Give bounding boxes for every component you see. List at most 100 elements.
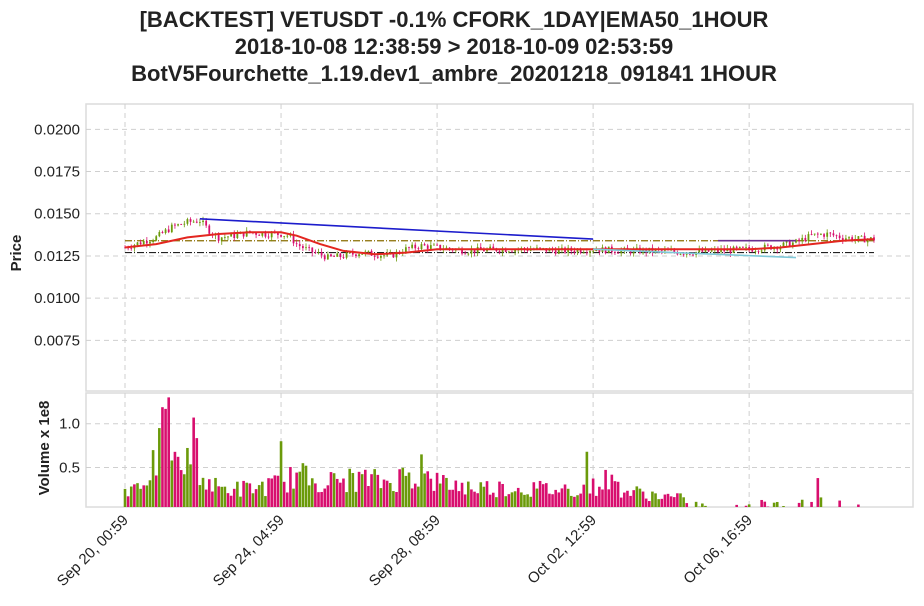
volume-bar [236,481,239,507]
volume-bar [470,489,473,507]
candle-body [373,255,376,257]
candle-body [482,249,485,252]
volume-bar [457,491,461,507]
candle-body [380,255,382,258]
x-tick-label: Sep 28, 08:59 [366,512,444,590]
candle-body [417,248,420,250]
candle-body [283,235,286,237]
volume-bar [654,493,657,507]
volume-bar [395,491,398,507]
candle-body [720,249,722,252]
volume-bar [273,475,277,507]
candle-body [461,248,463,254]
volume-bar [285,492,289,507]
candle-body [317,252,320,253]
candle-body [507,251,510,253]
candle-body [205,220,208,226]
candle-body [292,234,295,244]
candle-body [798,239,800,242]
volume-bar [463,494,467,507]
candle-body [348,252,351,254]
candle-body [420,244,423,250]
volume-bar [170,460,174,507]
ema50-line [124,231,875,256]
volume-bar [585,451,589,507]
volume-axis-label: Volume x 1e8 [36,401,53,496]
volume-bar [401,467,405,507]
x-axis: Sep 20, 00:59 Sep 24, 04:59 Sep 28, 08:59 O… [54,512,756,590]
fork-lower-right-line [593,248,797,259]
volume-bar [367,486,370,507]
volume-bar [404,475,408,507]
volume-bar [694,501,698,507]
volume-bar [775,501,779,507]
candle-body [766,244,769,246]
volume-bar [485,481,489,507]
volume-bar [129,486,133,507]
candle-body [816,233,819,235]
candle-body [208,225,211,234]
volume-bar [161,407,164,507]
volume-bar [548,493,551,507]
volume-bar [594,495,598,507]
volume-bar [744,505,748,507]
volume-bar [466,481,470,507]
candle-body [579,249,582,253]
volume-bar [598,486,601,507]
price-tick-label: 0.0075 [34,332,80,349]
candle-body [177,224,179,226]
candle-body [801,237,804,242]
volume-bar [510,492,514,507]
candle-body [223,236,226,238]
volume-bar [498,481,501,507]
volume-panel: 1.0 0.5 [59,392,914,508]
volume-bar [248,483,252,507]
volume-tick-label: 0.5 [59,460,80,477]
candle-body [464,253,467,255]
candle-body [411,244,414,248]
candle-body [501,248,504,253]
volume-bar [435,472,439,507]
volume-bar [398,469,401,507]
volume-bar [301,463,305,507]
candle-body [745,247,747,248]
volume-bar [816,478,820,507]
volume-bar [495,497,498,507]
candle-body [866,239,869,243]
candle-body [149,241,151,244]
candle-body [429,245,432,249]
volume-bar [666,493,670,507]
candle-body [270,232,273,238]
candle-body [277,232,279,235]
candle-body [514,249,517,252]
candle-body [848,237,850,239]
candle-body [629,249,632,254]
candle-body [679,253,682,255]
volume-bar [588,493,592,507]
volume-bar [154,475,158,507]
volume-bar [332,473,336,507]
candle-body [164,229,167,234]
candle-body [192,221,195,223]
volume-bar [298,471,302,507]
chart-title-line-1: [BACKTEST] VETUSDT -0.1% CFORK_1DAY|EMA5… [139,7,769,32]
candle-body [554,250,557,254]
volume-bar [195,438,199,507]
volume-bar [345,492,348,507]
volume-bar [491,492,495,507]
volume-bar [760,499,763,507]
volume-bar [239,496,242,507]
volume-bar [173,451,177,507]
volume-bar [410,488,414,507]
candle-body [738,246,741,248]
volume-bar [183,474,186,507]
volume-bar [660,498,664,507]
volume-bar [204,489,208,507]
volume-bar [629,495,632,507]
candle-body [470,249,473,254]
volume-bar [507,494,511,507]
candle-body [376,256,379,258]
candle-body [539,247,541,249]
candle-body [433,244,435,246]
volume-bar [501,483,504,507]
